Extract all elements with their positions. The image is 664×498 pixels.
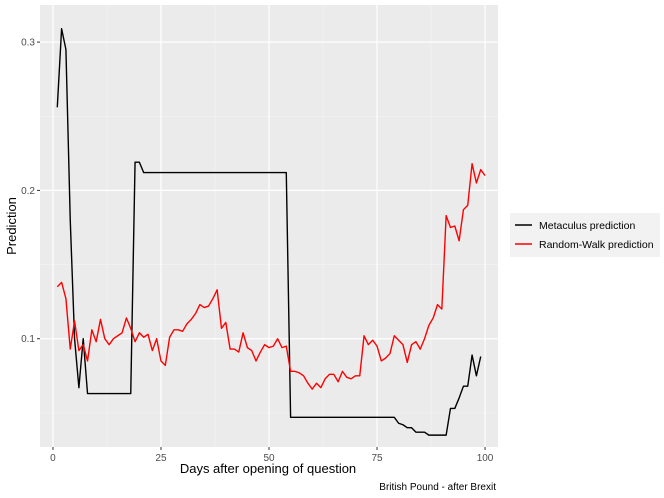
y-tick-label: 0.1 [21,334,35,345]
x-tick-label: 100 [477,453,494,464]
y-tick-label: 0.3 [21,38,35,49]
x-tick-label: 25 [155,453,167,464]
series-lines [56,28,486,436]
y-axis: 0.1 0.2 0.3 [21,38,40,345]
chart-caption: British Pound - after Brexit [379,482,496,493]
y-tick-label: 0.2 [21,186,35,197]
random-walk-prediction-line [56,162,486,390]
x-tick-label: 0 [50,453,56,464]
legend: Metaculus prediction Random-Walk predict… [510,213,660,257]
x-axis: 0 25 50 75 100 [50,447,494,464]
legend-label-metaculus: Metaculus prediction [539,220,635,232]
y-axis-title: Prediction [4,197,19,255]
legend-label-random-walk: Random-Walk prediction [539,239,654,251]
x-tick-label: 75 [371,453,383,464]
metaculus-prediction-line [56,28,482,436]
x-tick-label: 50 [263,453,275,464]
major-gridlines [40,5,498,447]
legend-background [510,213,660,257]
x-axis-title: Days after opening of question [180,461,356,476]
